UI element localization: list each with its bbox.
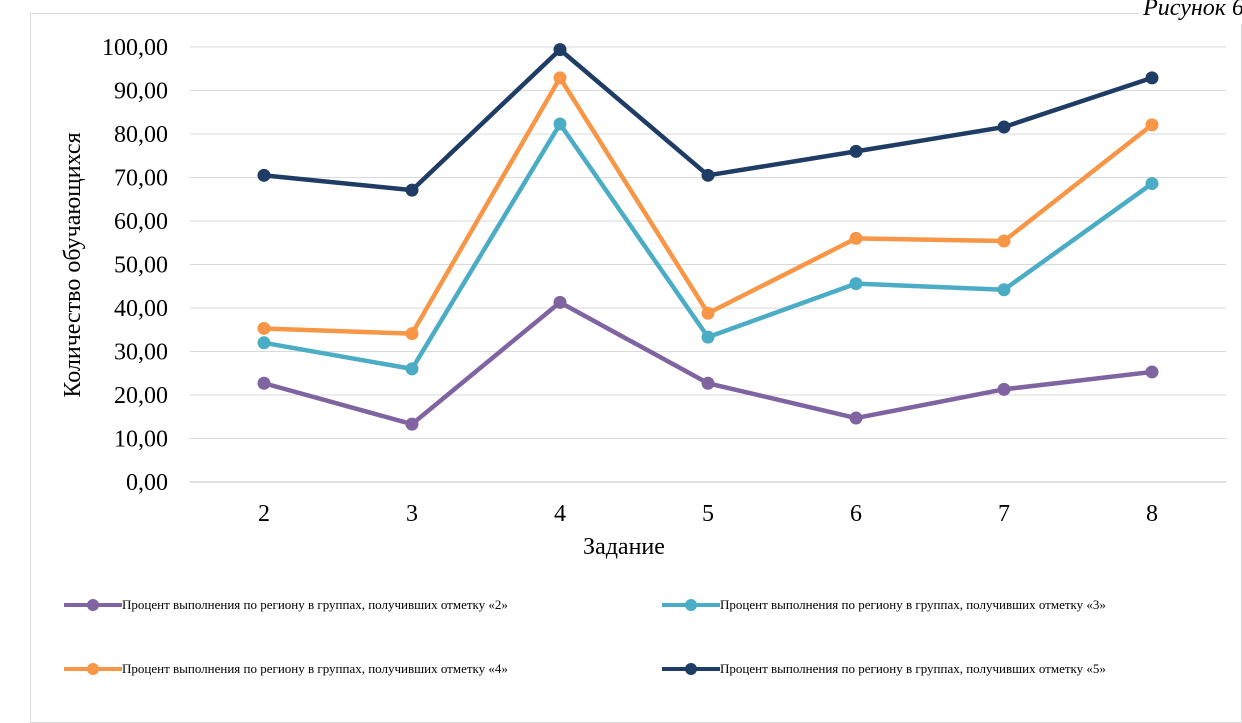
y-tick-label: 10,00 bbox=[114, 427, 168, 453]
data-point bbox=[405, 417, 419, 431]
data-point bbox=[405, 362, 419, 376]
x-axis-label: Задание bbox=[583, 534, 665, 560]
y-axis-label: Количество обучающихся bbox=[60, 132, 86, 397]
data-point bbox=[553, 43, 567, 57]
x-tick-label: 2 bbox=[258, 501, 270, 527]
gridlines bbox=[190, 46, 1226, 439]
x-tick-label: 7 bbox=[998, 501, 1010, 527]
data-point bbox=[701, 330, 715, 344]
y-tick-label: 100,00 bbox=[102, 35, 168, 61]
data-point bbox=[257, 336, 271, 350]
x-tick-labels: 2 3 4 5 6 7 8 bbox=[258, 501, 1158, 527]
y-tick-label: 50,00 bbox=[114, 253, 168, 279]
series-line bbox=[261, 300, 1155, 427]
data-point bbox=[701, 306, 715, 320]
series-2 bbox=[257, 117, 1159, 376]
data-point bbox=[257, 376, 271, 390]
data-point bbox=[257, 321, 271, 335]
data-point bbox=[553, 295, 567, 309]
y-tick-label: 0,00 bbox=[126, 470, 168, 496]
y-tick-label: 60,00 bbox=[114, 209, 168, 235]
series-1 bbox=[257, 295, 1159, 431]
data-point bbox=[553, 71, 567, 85]
data-point bbox=[405, 183, 419, 197]
x-tick-label: 5 bbox=[702, 501, 714, 527]
series-3 bbox=[257, 71, 1159, 341]
data-point bbox=[849, 411, 863, 425]
y-tick-labels: 0,00 10,00 20,00 30,00 40,00 50,00 60,00 70,00 8… bbox=[102, 35, 168, 496]
data-point bbox=[701, 376, 715, 390]
data-point bbox=[849, 277, 863, 291]
data-point bbox=[997, 283, 1011, 297]
data-point bbox=[1145, 118, 1159, 132]
x-tick-label: 6 bbox=[850, 501, 862, 527]
data-point bbox=[849, 144, 863, 158]
data-point bbox=[1145, 71, 1159, 85]
y-tick-label: 90,00 bbox=[114, 79, 168, 105]
data-point bbox=[997, 120, 1011, 134]
chart-frame bbox=[30, 13, 1242, 723]
data-point bbox=[405, 327, 419, 341]
data-point bbox=[701, 168, 715, 182]
data-point bbox=[997, 382, 1011, 396]
x-tick-label: 4 bbox=[554, 501, 566, 527]
y-tick-label: 30,00 bbox=[114, 340, 168, 366]
x-tick-label: 8 bbox=[1146, 501, 1158, 527]
data-point bbox=[997, 234, 1011, 248]
y-tick-label: 80,00 bbox=[114, 122, 168, 148]
series-lines bbox=[257, 43, 1159, 431]
y-tick-label: 20,00 bbox=[114, 383, 168, 409]
data-point bbox=[849, 231, 863, 245]
x-tick-label: 3 bbox=[406, 501, 418, 527]
data-point bbox=[553, 117, 567, 131]
series-line bbox=[261, 75, 1155, 336]
y-tick-label: 40,00 bbox=[114, 296, 168, 322]
data-point bbox=[1145, 365, 1159, 379]
series-4 bbox=[257, 43, 1159, 197]
data-point bbox=[1145, 177, 1159, 191]
figure-caption: Рисунок 6 bbox=[1139, 0, 1242, 24]
y-tick-label: 70,00 bbox=[114, 166, 168, 192]
data-point bbox=[257, 168, 271, 182]
